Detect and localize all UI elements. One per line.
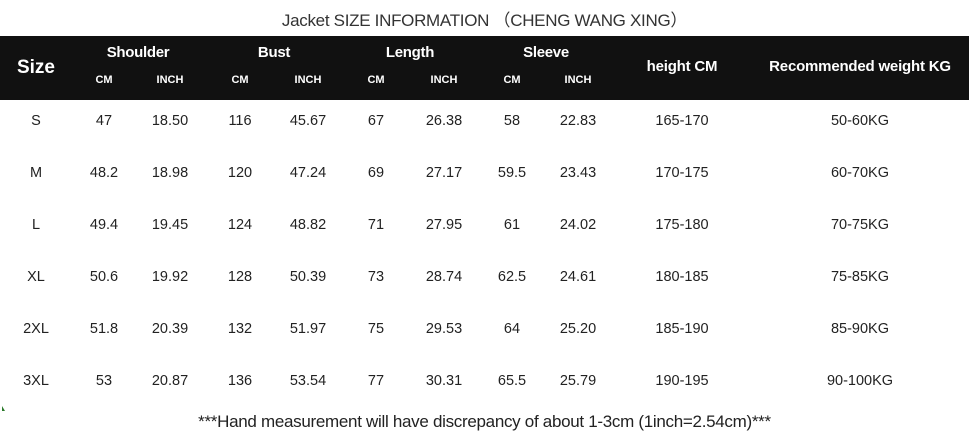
height-header: height CM [646,58,718,75]
shoulder-inch-cell: 20.87 [151,373,189,389]
bust-inch-cell: 51.97 [289,321,327,337]
length-header: Length [385,44,435,61]
unit-header: CM [503,74,521,86]
size-cell: 2XL [23,321,49,337]
shoulder-cm-cell: 50.6 [89,269,119,285]
shoulder-cm-cell: 47 [95,113,113,129]
sleeve-inch-cell: 24.02 [559,217,597,233]
height-cell: 180-185 [655,269,709,285]
size-cell: XL [27,269,45,285]
unit-header: INCH [564,74,592,86]
height-cell: 170-175 [655,165,709,181]
sleeve-inch-cell: 24.61 [559,269,597,285]
length-inch-cell: 26.38 [425,113,463,129]
weight-cell: 60-70KG [830,165,890,181]
unit-header: CM [367,74,385,86]
bust-cm-cell: 124 [227,217,253,233]
shoulder-header: Shoulder [106,44,170,61]
table-row: L 49.4 19.45 124 48.82 71 27.95 61 24.02 175-180 7… [0,217,969,237]
height-cell: 190-195 [655,373,709,389]
weight-cell: 70-75KG [830,217,890,233]
bust-cm-cell: 132 [227,321,253,337]
table-row: 2XL 51.8 20.39 132 51.97 75 29.53 64 25.20 185-19… [0,321,969,341]
bust-cm-cell: 120 [227,165,253,181]
length-cm-cell: 69 [367,165,385,181]
weight-cell: 90-100KG [826,373,894,389]
shoulder-inch-cell: 18.50 [151,113,189,129]
unit-header: INCH [294,74,322,86]
corner-mark [2,406,5,411]
length-inch-cell: 29.53 [425,321,463,337]
unit-header: INCH [156,74,184,86]
sleeve-cm-cell: 59.5 [497,165,527,181]
length-inch-cell: 28.74 [425,269,463,285]
sleeve-cm-cell: 61 [503,217,521,233]
length-inch-cell: 30.31 [425,373,463,389]
bust-inch-cell: 53.54 [289,373,327,389]
size-cell: L [31,217,41,233]
size-cell: 3XL [23,373,49,389]
length-cm-cell: 77 [367,373,385,389]
unit-header: INCH [430,74,458,86]
size-cell: M [29,165,43,181]
size-cell: S [31,113,41,129]
length-cm-cell: 67 [367,113,385,129]
weight-cell: 75-85KG [830,269,890,285]
size-header: Size [16,57,56,78]
table-row: XL 50.6 19.92 128 50.39 73 28.74 62.5 24.61 180-1… [0,269,969,289]
bust-cm-cell: 116 [228,113,252,129]
bust-inch-cell: 45.67 [289,113,327,129]
sleeve-inch-cell: 22.83 [559,113,597,129]
bust-header: Bust [257,44,291,61]
weight-cell: 85-90KG [830,321,890,337]
bust-inch-cell: 50.39 [289,269,327,285]
bust-inch-cell: 48.82 [289,217,327,233]
sleeve-inch-cell: 23.43 [559,165,597,181]
unit-header: CM [231,74,249,86]
shoulder-cm-cell: 48.2 [89,165,119,181]
shoulder-inch-cell: 19.45 [151,217,189,233]
unit-header: CM [95,74,113,86]
sleeve-header: Sleeve [523,44,569,61]
weight-cell: 50-60KG [830,113,890,129]
weight-header: Recommended weight KG [769,58,951,75]
length-inch-cell: 27.95 [425,217,463,233]
sleeve-cm-cell: 64 [503,321,521,337]
length-cm-cell: 71 [367,217,385,233]
length-inch-cell: 27.17 [425,165,463,181]
sleeve-cm-cell: 62.5 [497,269,527,285]
table-row: S 47 18.50 116 45.67 67 26.38 58 22.83 165-170 50-… [0,113,969,133]
sleeve-cm-cell: 65.5 [497,373,527,389]
shoulder-inch-cell: 20.39 [151,321,189,337]
length-cm-cell: 73 [367,269,385,285]
height-cell: 175-180 [655,217,709,233]
shoulder-inch-cell: 19.92 [151,269,189,285]
shoulder-cm-cell: 53 [95,373,113,389]
sleeve-inch-cell: 25.20 [559,321,597,337]
table-row: M 48.2 18.98 120 47.24 69 27.17 59.5 23.43 170-17… [0,165,969,185]
shoulder-cm-cell: 51.8 [89,321,119,337]
shoulder-cm-cell: 49.4 [89,217,119,233]
length-cm-cell: 75 [367,321,385,337]
bust-cm-cell: 128 [227,269,253,285]
table-header: Size Shoulder Bust Length Sleeve CM INCH… [0,36,969,100]
sleeve-cm-cell: 58 [503,113,521,129]
bust-cm-cell: 136 [227,373,253,389]
chart-title: Jacket SIZE INFORMATION （CHENG WANG XING… [281,11,688,30]
bust-inch-cell: 47.24 [289,165,327,181]
shoulder-inch-cell: 18.98 [151,165,189,181]
table-row: 3XL 53 20.87 136 53.54 77 30.31 65.5 25.79 190-19… [0,373,969,393]
height-cell: 185-190 [655,321,709,337]
sleeve-inch-cell: 25.79 [559,373,597,389]
measurement-note: ***Hand measurement will have discrepanc… [198,412,771,431]
height-cell: 165-170 [655,113,709,129]
